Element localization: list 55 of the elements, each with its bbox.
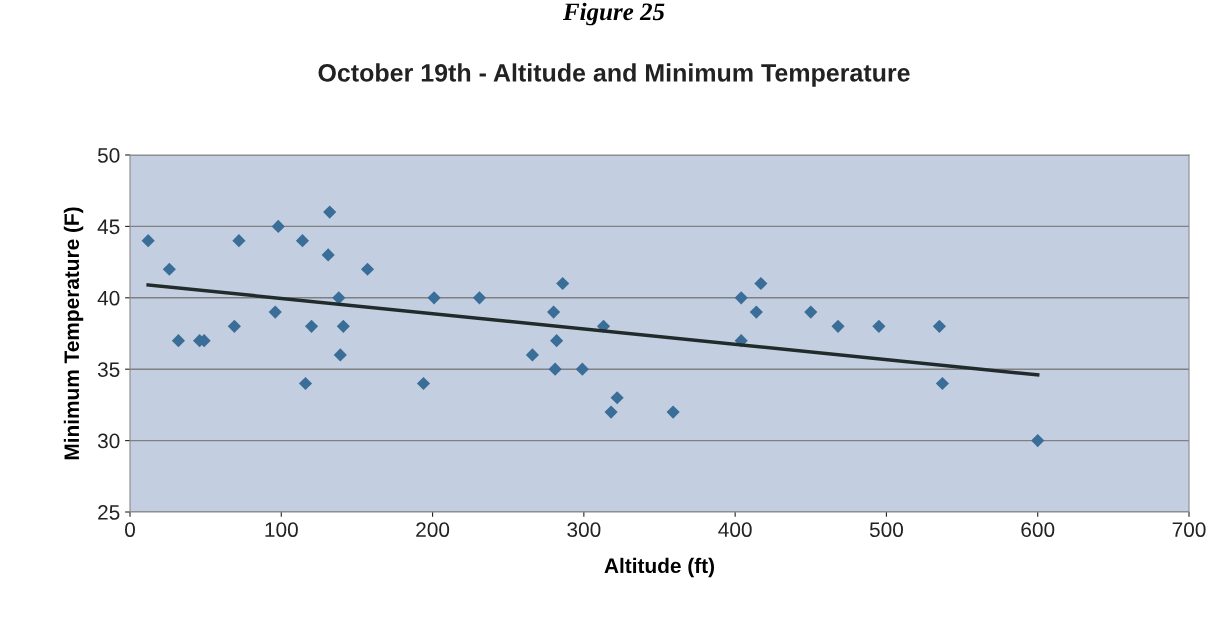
y-tick-label: 25 <box>98 505 120 520</box>
point <box>336 319 350 333</box>
point <box>666 405 680 419</box>
point <box>333 348 347 362</box>
point <box>547 305 561 319</box>
point <box>171 334 185 348</box>
x-tick-label: 100 <box>265 522 298 538</box>
point <box>525 348 540 362</box>
point <box>831 319 845 333</box>
point <box>610 391 624 405</box>
point <box>360 262 375 276</box>
y-tick-label: 30 <box>97 433 120 449</box>
x-tick-label: 200 <box>416 522 450 538</box>
point <box>416 376 431 391</box>
point <box>1031 434 1045 448</box>
point <box>734 291 748 305</box>
point <box>232 234 246 248</box>
chart-subtitle: October 19th - Altitude and Minimum Temperature <box>318 63 910 87</box>
point <box>332 291 346 305</box>
point <box>295 234 310 248</box>
point <box>754 276 768 291</box>
point <box>323 205 337 219</box>
chart-title: Figure 25 <box>562 2 665 26</box>
point <box>304 319 319 333</box>
point <box>268 305 282 319</box>
point <box>548 362 562 376</box>
x-tick-label: 400 <box>718 522 752 538</box>
point <box>872 319 886 333</box>
point <box>141 234 155 248</box>
y-tick-label: 35 <box>97 362 120 377</box>
point <box>932 319 946 333</box>
y-tick-label: 40 <box>97 290 120 306</box>
x-tick-label: 700 <box>1172 522 1206 538</box>
x-tick-label: 600 <box>1021 522 1055 538</box>
x-axis-title: Altitude (ft) <box>604 557 715 578</box>
y-tick-label: 45 <box>97 219 120 235</box>
y-axis-title: Minimum Temperature (F) <box>63 207 84 460</box>
point <box>271 219 285 233</box>
point <box>575 362 589 376</box>
point <box>550 334 564 348</box>
point <box>227 319 241 333</box>
x-tick-label: 0 <box>125 522 135 538</box>
point <box>162 262 176 276</box>
y-tick-label: 50 <box>97 148 120 163</box>
x-tick-label: 300 <box>567 522 601 538</box>
x-tick-label: 500 <box>869 522 903 538</box>
point <box>472 291 487 305</box>
point <box>935 376 949 391</box>
point <box>556 276 570 291</box>
point <box>804 305 818 319</box>
point <box>604 405 618 419</box>
point <box>321 248 335 262</box>
point <box>749 305 763 319</box>
point <box>298 376 313 391</box>
point <box>427 291 441 305</box>
